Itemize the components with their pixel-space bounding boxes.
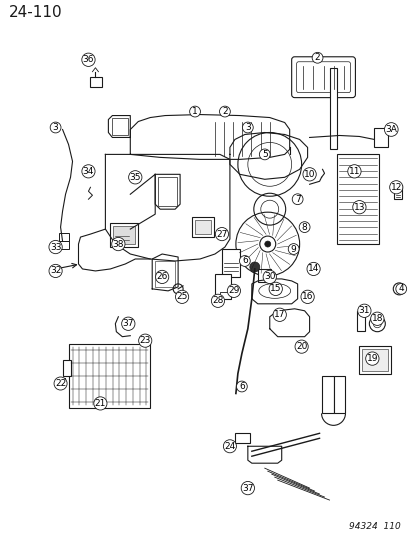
Text: 14: 14 xyxy=(307,264,318,273)
Text: 20: 20 xyxy=(295,342,306,351)
Text: 3A: 3A xyxy=(385,125,396,134)
Text: 9: 9 xyxy=(290,245,296,254)
Text: 37: 37 xyxy=(242,483,253,492)
Text: 34: 34 xyxy=(83,167,94,176)
Text: 4: 4 xyxy=(397,285,403,293)
Text: 29: 29 xyxy=(228,286,239,295)
Text: 11: 11 xyxy=(348,167,359,176)
Text: 24: 24 xyxy=(224,442,235,451)
Text: 18: 18 xyxy=(371,314,382,323)
Bar xyxy=(69,344,150,408)
Text: 94324  110: 94324 110 xyxy=(349,522,400,531)
Text: 33: 33 xyxy=(50,243,61,252)
Bar xyxy=(393,185,401,199)
Circle shape xyxy=(249,262,259,272)
Bar xyxy=(192,217,214,237)
Text: 30: 30 xyxy=(263,272,275,281)
Text: 22: 22 xyxy=(55,379,66,388)
Text: 6: 6 xyxy=(241,256,247,265)
Bar xyxy=(257,269,270,282)
Bar xyxy=(195,220,211,234)
Text: 2: 2 xyxy=(222,107,227,116)
Text: 3: 3 xyxy=(244,123,250,132)
Text: 21: 21 xyxy=(95,399,106,408)
Bar xyxy=(337,155,378,244)
Text: 1: 1 xyxy=(192,107,197,116)
Text: 27: 27 xyxy=(216,230,227,239)
Text: 37: 37 xyxy=(122,319,134,328)
Bar xyxy=(158,177,177,206)
Text: 35: 35 xyxy=(129,173,141,182)
Bar xyxy=(58,241,69,249)
Bar xyxy=(361,349,387,370)
Bar xyxy=(58,233,69,241)
Bar xyxy=(110,223,138,247)
FancyBboxPatch shape xyxy=(296,62,349,93)
Bar xyxy=(321,376,333,414)
Bar xyxy=(358,346,390,374)
Text: 2: 2 xyxy=(314,53,320,62)
Bar xyxy=(113,226,135,244)
Text: 13: 13 xyxy=(353,203,364,212)
Text: 25: 25 xyxy=(176,292,188,301)
Text: 28: 28 xyxy=(212,296,223,305)
Text: 15: 15 xyxy=(269,285,281,293)
Text: 19: 19 xyxy=(366,354,377,363)
Text: 5: 5 xyxy=(261,150,267,159)
Text: 32: 32 xyxy=(50,266,61,276)
Text: 36: 36 xyxy=(83,55,94,64)
Text: 3: 3 xyxy=(52,123,58,132)
Text: 6: 6 xyxy=(238,382,244,391)
Bar xyxy=(90,77,102,87)
FancyBboxPatch shape xyxy=(291,57,355,98)
Bar xyxy=(234,433,249,443)
Text: 31: 31 xyxy=(358,306,369,316)
Text: 26: 26 xyxy=(156,272,167,281)
Bar xyxy=(333,376,344,414)
Bar xyxy=(112,118,128,135)
Text: 16: 16 xyxy=(301,292,313,301)
Text: 12: 12 xyxy=(389,183,401,192)
Circle shape xyxy=(264,241,270,247)
Bar xyxy=(356,311,365,330)
Bar xyxy=(62,360,70,376)
Bar xyxy=(329,68,337,149)
Text: 24-110: 24-110 xyxy=(9,5,62,20)
Text: 7: 7 xyxy=(294,195,300,204)
Bar xyxy=(221,249,239,277)
Text: 17: 17 xyxy=(273,310,285,319)
Text: 23: 23 xyxy=(139,336,151,345)
Bar xyxy=(214,274,230,299)
Text: 38: 38 xyxy=(112,239,124,248)
Bar xyxy=(373,127,387,148)
Bar xyxy=(155,261,175,287)
Text: 8: 8 xyxy=(301,223,307,232)
Text: 10: 10 xyxy=(303,170,315,179)
